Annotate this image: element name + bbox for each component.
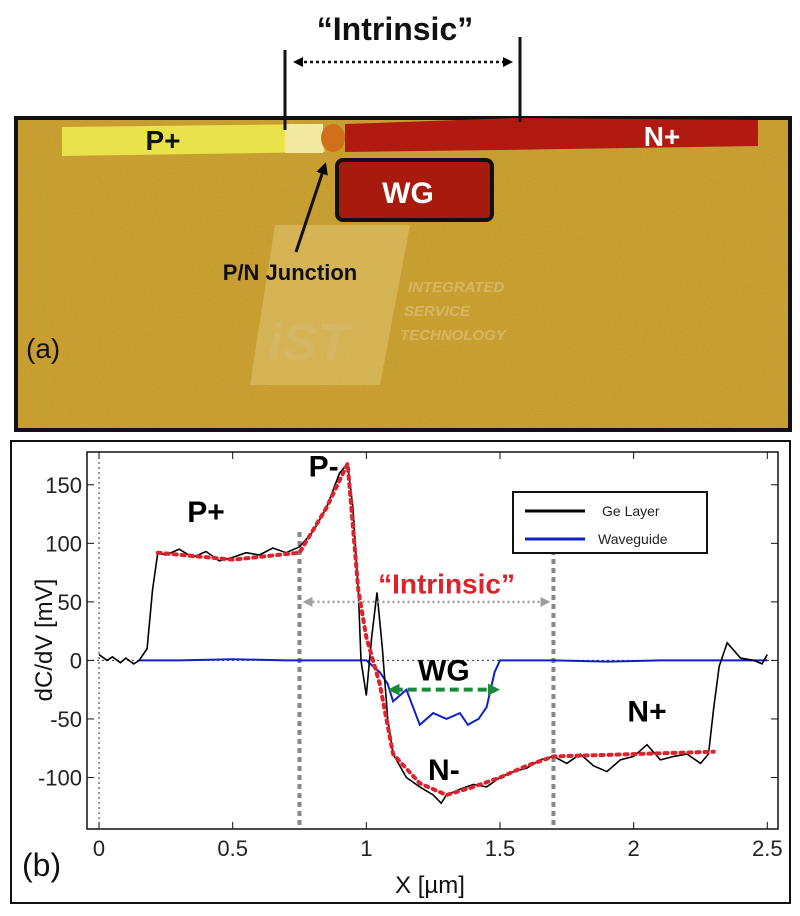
y-tick-label: -50 <box>50 707 82 732</box>
n-plus-region <box>345 118 758 152</box>
y-tick-label: 100 <box>45 531 82 556</box>
panel-a-label: (a) <box>26 333 60 364</box>
x-tick-label: 2.5 <box>752 836 783 861</box>
intrinsic-label: “Intrinsic” <box>317 11 473 47</box>
watermark-line: SERVICE <box>404 303 471 320</box>
watermark-line: INTEGRATED <box>408 279 505 296</box>
x-axis-label: X [µm] <box>395 872 465 899</box>
chart-area: 0 0.5 1 1.5 2 2.5 -100 -50 0 50 100 150 P+ P- “Intrins… <box>38 451 783 861</box>
wg-region <box>335 158 494 222</box>
panel-b-chart: 0 0.5 1 1.5 2 2.5 -100 -50 0 50 100 150 P+ P- “Intrins… <box>10 440 791 904</box>
legend-box <box>512 491 708 554</box>
x-tick-label: 0 <box>93 836 105 861</box>
p-plus-label: P+ <box>145 125 180 156</box>
junction-label: P/N Junction <box>223 260 357 285</box>
x-tick-label: 0.5 <box>217 836 248 861</box>
watermark-line: TECHNOLOGY <box>400 327 508 344</box>
ist-watermark: iST INTEGRATED SERVICE TECHNOLOGY <box>250 225 508 385</box>
junction-arrow <box>294 162 328 253</box>
fit-line <box>155 456 716 798</box>
annotation-label: “Intrinsic” <box>378 569 515 600</box>
y-tick-label: -100 <box>38 765 82 790</box>
legend-label-waveguide: Waveguide <box>598 531 668 547</box>
p-region-edge <box>285 124 323 153</box>
legend-label-ge-layer: Ge Layer <box>602 503 660 519</box>
series-line-waveguide <box>139 658 768 727</box>
wg-label: WG <box>382 177 434 210</box>
watermark-logo: iST <box>268 314 353 372</box>
annotation-label: P+ <box>187 496 225 529</box>
x-tick-label: 1.5 <box>485 836 516 861</box>
x-tick-label: 2 <box>628 836 640 861</box>
y-tick-label: 0 <box>70 648 82 673</box>
annotation-label: N- <box>428 754 460 787</box>
y-axis-label: dC/dV [mV] <box>31 579 58 702</box>
annotation-label: WG <box>418 654 470 687</box>
panel-a-micrograph: iST INTEGRATED SERVICE TECHNOLOGY WG P+ … <box>14 11 792 432</box>
annotation-label: P- <box>309 451 339 484</box>
annotation-label: N+ <box>627 695 666 728</box>
x-tick-label: 1 <box>360 836 372 861</box>
junction-spot <box>321 124 345 152</box>
legend: Ge Layer Waveguide <box>512 491 708 554</box>
p-plus-region <box>62 124 325 156</box>
plot-frame <box>86 451 779 830</box>
panel-b-label: (b) <box>22 847 61 883</box>
n-plus-label: N+ <box>644 121 681 152</box>
y-tick-label: 50 <box>58 590 82 615</box>
y-tick-label: 150 <box>45 473 82 498</box>
